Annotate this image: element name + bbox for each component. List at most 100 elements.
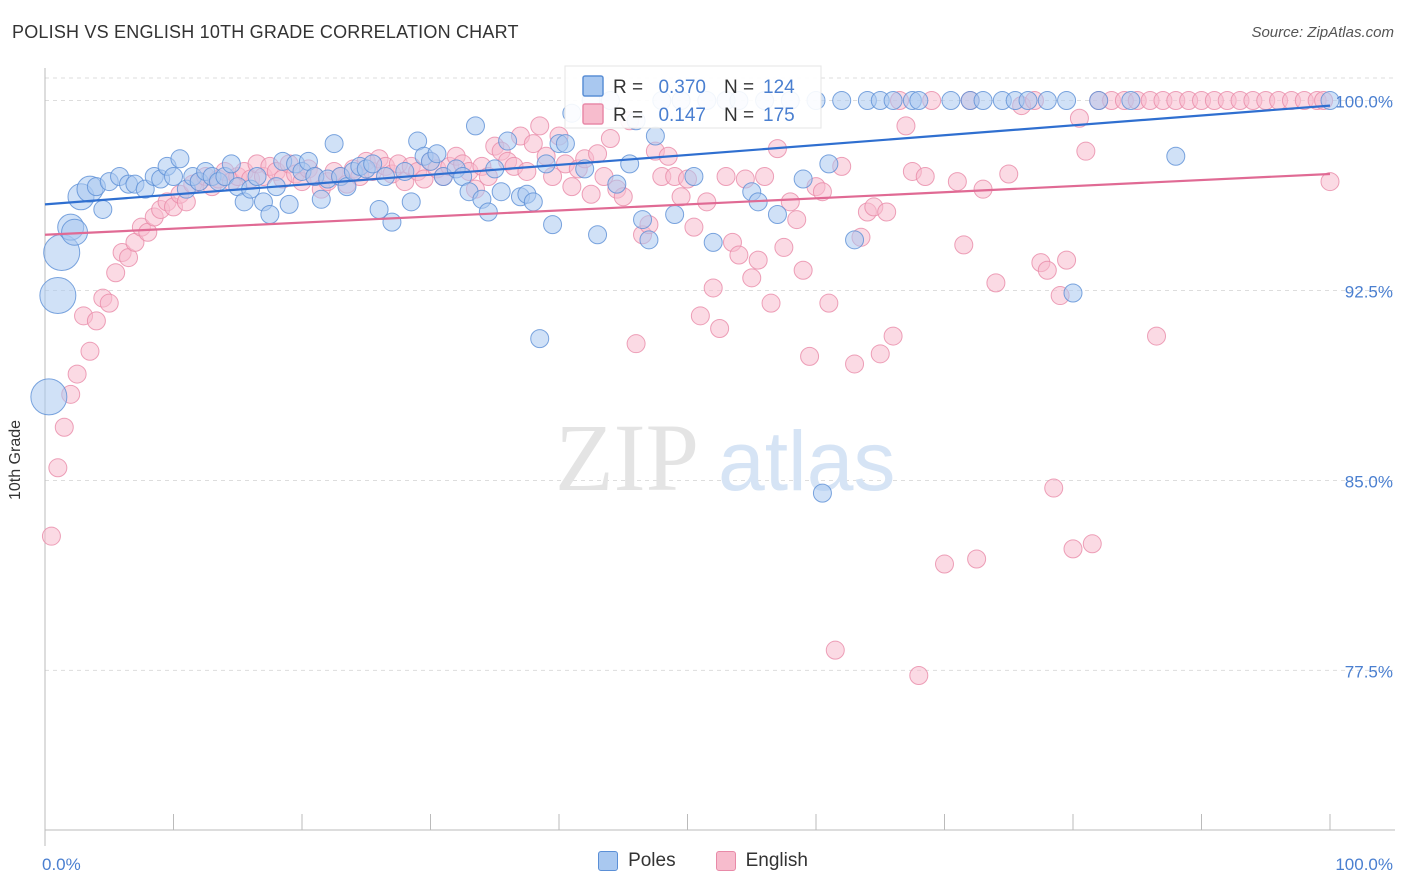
- legend-item-poles[interactable]: Poles: [598, 850, 676, 872]
- point-poles: [909, 91, 929, 111]
- point-poles: [260, 205, 280, 225]
- point-english: [755, 167, 775, 187]
- y-tick-label: 92.5%: [1345, 282, 1393, 301]
- watermark-atlas: atlas: [718, 414, 895, 508]
- point-english: [877, 202, 897, 222]
- axes: [44, 68, 1395, 846]
- point-poles: [1037, 91, 1057, 111]
- point-english: [915, 167, 935, 187]
- legend-item-english[interactable]: English: [715, 850, 808, 872]
- point-poles: [247, 167, 267, 187]
- point-poles: [221, 154, 241, 174]
- point-poles: [311, 189, 331, 209]
- point-english: [716, 167, 736, 187]
- stats-legend-box: [564, 65, 822, 129]
- point-english: [703, 278, 723, 298]
- point-english: [774, 237, 794, 257]
- point-poles: [1121, 91, 1141, 111]
- point-english: [1044, 478, 1064, 498]
- x-tick-label-min: 0.0%: [42, 855, 81, 874]
- point-poles: [767, 205, 787, 225]
- point-poles: [555, 134, 575, 154]
- point-english: [697, 192, 717, 212]
- point-poles: [170, 149, 190, 169]
- point-english: [1076, 141, 1096, 161]
- watermark-zip: ZIP: [555, 404, 699, 511]
- legend-swatch-poles: [598, 851, 619, 871]
- point-english: [690, 306, 710, 326]
- stats-r-value: 0.370: [658, 77, 706, 98]
- point-english: [870, 344, 890, 364]
- point-english: [825, 640, 845, 660]
- point-english: [67, 364, 87, 384]
- point-poles: [620, 154, 640, 174]
- point-poles: [324, 134, 344, 154]
- point-poles: [883, 91, 903, 111]
- point-english: [671, 187, 691, 207]
- point-poles: [465, 116, 485, 136]
- point-poles: [1166, 146, 1186, 166]
- stats-swatch: [582, 103, 604, 125]
- x-tick-label-max: 100.0%: [1335, 855, 1393, 874]
- point-poles: [164, 167, 183, 187]
- point-poles: [279, 194, 299, 214]
- legend-label-english: English: [745, 850, 808, 871]
- data-points: [30, 91, 1340, 685]
- point-poles: [845, 230, 865, 250]
- point-poles: [543, 215, 563, 235]
- point-english: [710, 318, 730, 338]
- point-english: [1147, 326, 1167, 346]
- point-english: [787, 210, 807, 230]
- point-poles: [427, 144, 447, 164]
- point-english: [1063, 539, 1083, 559]
- point-english: [909, 665, 929, 685]
- trend-line-english: [44, 172, 1331, 236]
- stats-r-label: R =: [613, 77, 643, 98]
- point-poles: [376, 167, 396, 187]
- point-english: [99, 293, 119, 313]
- point-poles: [1057, 91, 1077, 111]
- point-poles: [1018, 91, 1038, 111]
- stats-r-label: R =: [613, 105, 643, 126]
- point-poles: [607, 174, 627, 194]
- point-english: [41, 526, 61, 546]
- point-poles: [530, 329, 550, 349]
- point-english: [947, 172, 967, 192]
- point-english: [523, 134, 543, 154]
- trend-line-poles: [44, 104, 1331, 206]
- point-poles: [819, 154, 839, 174]
- point-poles: [633, 210, 653, 230]
- point-english: [588, 144, 608, 164]
- point-english: [581, 184, 601, 204]
- point-english: [761, 293, 781, 313]
- point-english: [819, 293, 839, 313]
- source-label: Source: ZipAtlas.com: [1251, 24, 1394, 41]
- point-english: [600, 129, 620, 149]
- point-poles: [575, 159, 595, 179]
- point-english: [684, 217, 704, 237]
- stats-r-value: 0.147: [658, 105, 706, 126]
- point-english: [1082, 534, 1102, 554]
- point-english: [729, 245, 749, 265]
- stats-swatch: [582, 75, 604, 97]
- point-poles: [523, 192, 543, 212]
- point-english: [48, 458, 68, 478]
- stats-n-value: 175: [763, 105, 795, 126]
- point-poles: [973, 91, 993, 111]
- point-poles: [30, 378, 68, 416]
- point-english: [748, 250, 768, 270]
- point-english: [883, 326, 903, 346]
- point-poles: [793, 169, 813, 189]
- point-english: [562, 177, 582, 197]
- stats-n-label: N =: [724, 105, 754, 126]
- point-poles: [478, 202, 498, 222]
- point-poles: [401, 192, 421, 212]
- chart-title: POLISH VS ENGLISH 10TH GRADE CORRELATION…: [12, 22, 519, 42]
- point-english: [742, 268, 762, 288]
- trend-lines: [44, 104, 1331, 236]
- point-poles: [363, 154, 383, 174]
- point-poles: [684, 167, 704, 187]
- point-poles: [39, 277, 77, 315]
- point-english: [896, 116, 916, 136]
